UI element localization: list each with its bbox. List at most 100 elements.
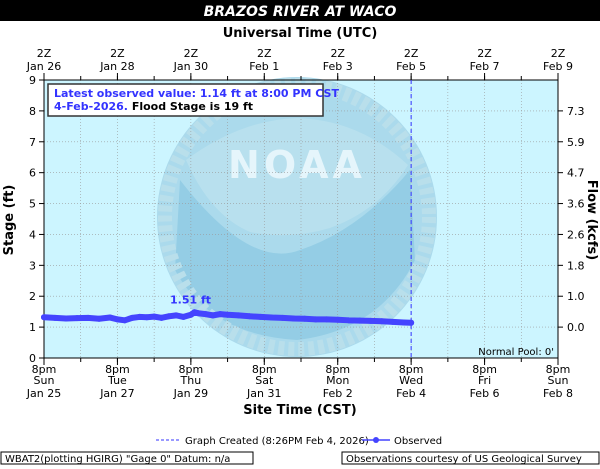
- observed-point: [143, 314, 150, 321]
- observed-series: 1.51 ft: [41, 80, 415, 358]
- legend: Graph Created (8:26PM Feb 4, 2026) Obser…: [156, 436, 442, 447]
- x-tick-day: Sun: [548, 374, 569, 387]
- top-tick-zone: 2Z: [257, 47, 272, 60]
- right-tick-label: 4.7: [567, 167, 585, 180]
- observed-point: [408, 319, 415, 326]
- x-tick-date: Jan 27: [99, 387, 134, 400]
- right-tick-label: 0.0: [567, 321, 585, 334]
- x-tick-time: 8pm: [252, 363, 277, 376]
- x-tick-time: 8pm: [399, 363, 424, 376]
- observed-point: [378, 318, 385, 325]
- observed-point: [356, 317, 363, 324]
- x-tick-date: Feb 4: [396, 387, 426, 400]
- top-tick-date: Feb 7: [470, 60, 500, 73]
- footer-right-box: [341, 451, 600, 465]
- observed-point: [151, 313, 158, 320]
- x-tick-day: Wed: [399, 374, 423, 387]
- latest-value-text: Latest observed value: 1.14 ft at 8:00 P…: [54, 87, 339, 100]
- top-tick-date: Jan 28: [99, 60, 134, 73]
- footer-left: WBAT2(plotting HGIRG) "Gage 0" Datum: n/…: [5, 454, 230, 465]
- top-tick-zone: 2Z: [110, 47, 125, 60]
- y-tick-label: 9: [29, 74, 36, 87]
- flood-stage-text: 4-Feb-2026. Flood Stage is 19 ft: [54, 100, 253, 113]
- top-tick-date: Feb 5: [396, 60, 426, 73]
- top-tick-zone: 2Z: [551, 47, 566, 60]
- y-tick-label: 0: [29, 352, 36, 365]
- observed-point: [96, 315, 103, 322]
- observed-point: [63, 315, 70, 322]
- x-tick-day: Fri: [478, 374, 491, 387]
- observed-point: [85, 314, 92, 321]
- observed-point: [158, 314, 165, 321]
- observed-point: [290, 315, 297, 322]
- observed-point: [268, 314, 275, 321]
- y-tick-label: 7: [29, 136, 36, 149]
- observed-point: [235, 312, 242, 319]
- right-tick-label: 1.0: [567, 290, 585, 303]
- right-tick-label: 1.8: [567, 259, 585, 272]
- observed-point: [52, 314, 59, 321]
- x-tick-date: Jan 29: [173, 387, 208, 400]
- top-tick-date: Feb 1: [249, 60, 279, 73]
- x-tick-day: Sun: [34, 374, 55, 387]
- observed-point: [345, 317, 352, 324]
- observed-point: [323, 316, 330, 323]
- observed-point: [195, 310, 202, 317]
- observed-point: [257, 313, 264, 320]
- observed-point: [400, 319, 407, 326]
- legend-graph-created: Graph Created (8:26PM Feb 4, 2026): [185, 436, 369, 447]
- x-tick-time: 8pm: [179, 363, 204, 376]
- observed-point: [107, 314, 114, 321]
- normal-pool-label: Normal Pool: 0': [478, 347, 554, 358]
- observed-point: [202, 311, 209, 318]
- right-tick-label: 5.9: [567, 136, 585, 149]
- top-axis-label: Universal Time (UTC): [223, 26, 378, 41]
- observed-point: [246, 313, 253, 320]
- y-tick-label: 5: [29, 198, 36, 211]
- flood-stage-value: Flood Stage is 19 ft: [128, 100, 253, 113]
- x-tick-date: Feb 6: [470, 387, 500, 400]
- observed-point: [114, 316, 121, 323]
- observed-point: [129, 314, 136, 321]
- observed-point: [224, 311, 231, 318]
- x-tick-time: 8pm: [546, 363, 571, 376]
- top-tick-date: Feb 9: [543, 60, 573, 73]
- observed-point: [165, 313, 172, 320]
- x-tick-day: Thu: [180, 374, 202, 387]
- observed-point: [217, 311, 224, 318]
- x-tick-date: Jan 25: [26, 387, 61, 400]
- x-tick-day: Mon: [326, 374, 349, 387]
- observed-point: [121, 317, 128, 324]
- axis-ticks: 01234567890.01.01.82.63.64.75.97.38pmSun…: [26, 47, 585, 400]
- x-tick-time: 8pm: [472, 363, 497, 376]
- observed-point: [41, 314, 47, 321]
- observed-point: [209, 312, 216, 319]
- chart-title: BRAZOS RIVER AT WACO: [204, 4, 397, 20]
- y-tick-label: 4: [29, 228, 36, 241]
- x-tick-day: Sat: [255, 374, 274, 387]
- right-tick-label: 7.3: [567, 105, 585, 118]
- top-tick-zone: 2Z: [330, 47, 345, 60]
- observed-point: [180, 313, 187, 320]
- top-tick-zone: 2Z: [37, 47, 52, 60]
- right-tick-label: 2.6: [567, 228, 585, 241]
- top-tick-date: Feb 3: [323, 60, 353, 73]
- y-tick-label: 6: [29, 167, 36, 180]
- y-tick-label: 3: [29, 259, 36, 272]
- legend-observed: Observed: [394, 436, 442, 447]
- x-tick-day: Tue: [107, 374, 127, 387]
- observed-point: [279, 314, 286, 321]
- observed-point: [334, 316, 341, 323]
- legend-observed-marker: [373, 437, 379, 443]
- observed-point: [312, 316, 319, 323]
- x-tick-date: Feb 8: [543, 387, 573, 400]
- x-tick-time: 8pm: [325, 363, 350, 376]
- svg-text:NOAA: NOAA: [228, 143, 366, 187]
- latest-date: 4-Feb-2026.: [54, 100, 128, 113]
- left-axis-label: Stage (ft): [2, 185, 17, 256]
- info-box: Latest observed value: 1.14 ft at 8:00 P…: [47, 83, 339, 117]
- x-tick-time: 8pm: [32, 363, 57, 376]
- top-tick-zone: 2Z: [477, 47, 492, 60]
